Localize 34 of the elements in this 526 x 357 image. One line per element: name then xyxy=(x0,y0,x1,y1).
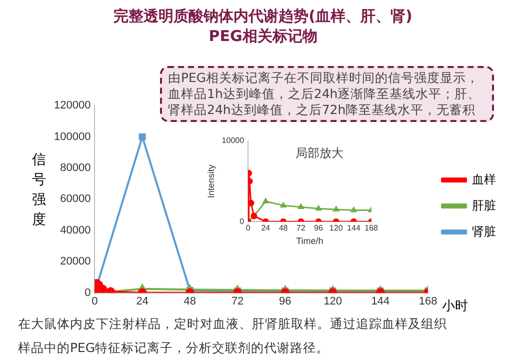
annotation: 由PEG相关标记离子在不同取样时间的信号强度显示，血样品1h达到峰值，之后24h逐渐降至基线水平；肝、肾样品24h达到峰值，之后72h降至基线水平，无蓄积 xyxy=(160,66,494,122)
y-tick-label: 100000 xyxy=(54,130,91,143)
y-tick-label: 40000 xyxy=(60,224,91,236)
x-tick-label: 120 xyxy=(324,295,342,308)
y-axis-title: 信号强度 xyxy=(32,151,47,230)
x-axis-title: Time/h xyxy=(296,236,324,246)
x-tick-label: 48 xyxy=(278,224,288,233)
legend-label: 肝脏 xyxy=(472,198,496,212)
legend-label: 血样 xyxy=(472,172,496,186)
y-tick-label: 80000 xyxy=(60,162,91,174)
x-tick-label: 72 xyxy=(296,224,306,233)
x-tick-label: 168 xyxy=(418,295,438,308)
x-tick-label: 96 xyxy=(279,295,292,308)
y-tick-label: 0 xyxy=(84,286,91,299)
legend-label: 肾脏 xyxy=(472,224,496,238)
x-tick-label: 120 xyxy=(329,224,344,233)
y-axis-title: Intensity xyxy=(206,164,216,198)
x-tick-label: 48 xyxy=(184,295,196,308)
annotation: 局部放大 xyxy=(296,146,344,160)
y-tick-label: 10000 xyxy=(222,136,245,146)
y-tick-label: 120000 xyxy=(54,100,91,112)
x-tick-label: 168 xyxy=(364,224,379,233)
x-tick-label: 96 xyxy=(314,224,324,233)
x-tick-label: 24 xyxy=(261,224,271,233)
x-tick-label: 0 xyxy=(246,224,251,233)
y-tick-label: 20000 xyxy=(60,256,91,268)
x-tick-label: 72 xyxy=(231,295,244,308)
x-axis-title: 小时 xyxy=(442,298,468,315)
chart-title: 完整透明质酸钠体内代谢趋势(血样、肝、肾) PEG相关标记物 xyxy=(112,6,414,46)
y-tick-label: 60000 xyxy=(60,193,91,206)
x-tick-label: 24 xyxy=(136,295,148,308)
x-tick-label: 144 xyxy=(371,295,390,308)
text: 在大鼠体内皮下注射样品，定时对血液、肝肾脏取样。通过追踪血样及组织样品中的PEG特征标记离子，分析交联剂的代谢路径。 xyxy=(18,315,448,357)
x-tick-label: 144 xyxy=(347,224,361,233)
